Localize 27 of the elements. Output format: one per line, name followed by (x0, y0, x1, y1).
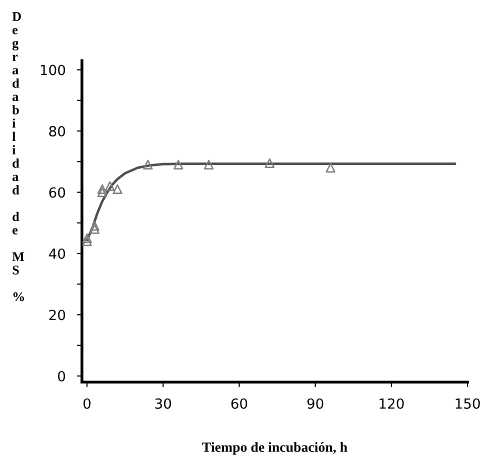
y-tick-label: 40 (48, 248, 66, 259)
y-tick-label: 80 (49, 126, 66, 136)
x-tick-label: 150 (456, 398, 480, 409)
point (264, 158, 275, 168)
y-tick-label: 60 (49, 187, 66, 198)
point (104, 181, 115, 191)
point (97, 184, 108, 194)
y-tick-label: 20 (49, 310, 66, 320)
point (90, 224, 100, 234)
point (97, 187, 108, 198)
point (90, 221, 100, 231)
point (82, 236, 92, 246)
x-tick-label: 120 (380, 398, 404, 409)
x-tick-label: 30 (155, 398, 172, 409)
point (173, 160, 184, 170)
point (143, 160, 153, 170)
text: Degradabilidad de MS % (12, 12, 24, 302)
x-tick-label: 0 (84, 398, 91, 409)
x-tick-label: 90 (307, 398, 324, 409)
point (326, 162, 336, 173)
point (112, 184, 122, 194)
point (204, 160, 214, 170)
point (82, 233, 92, 244)
x-axis-title: Tiempo de incubación, h (202, 442, 348, 455)
x-tick-label: 60 (231, 398, 248, 409)
y-tick-label: 0 (58, 370, 66, 382)
y-tick-label: 100 (40, 64, 66, 76)
